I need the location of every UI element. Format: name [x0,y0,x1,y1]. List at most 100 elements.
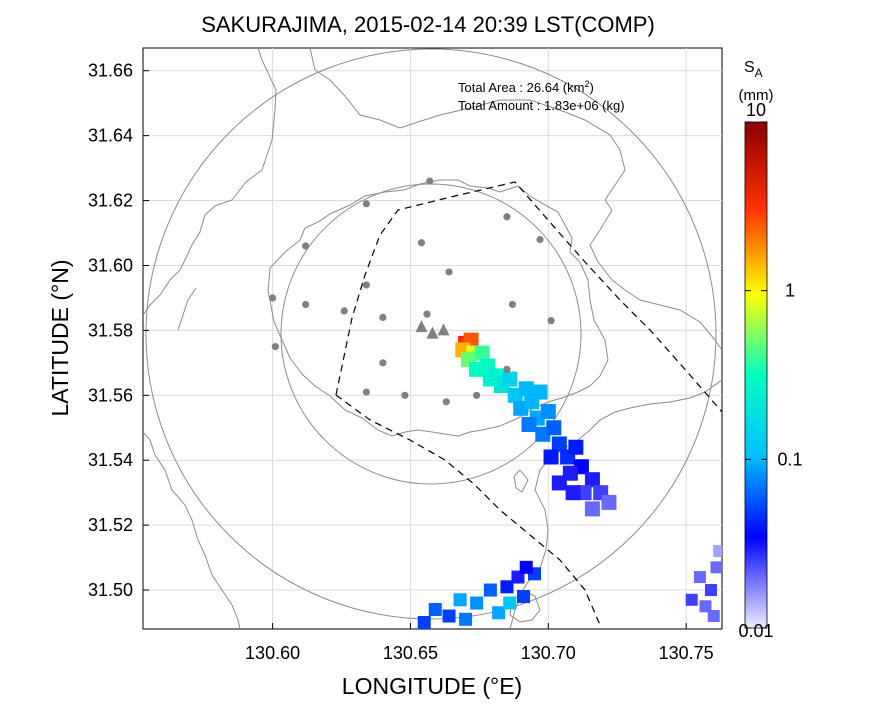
small-island-coast [513,469,529,493]
ash-cell-south [453,593,467,607]
range-circle-outer [145,48,717,620]
ash-cell-south [503,596,517,610]
ash-cell-plume [469,361,485,377]
station-dot [268,294,277,302]
ash-cell-south [442,609,456,623]
y-tick-label: 31.56 [88,385,133,405]
ash-cell-south [428,603,442,617]
colorbar-tick-label: 0.1 [777,449,802,469]
station-dot [508,300,517,309]
station-dot [426,177,434,185]
station-dot [362,200,370,208]
total-area-label: Total Area : 26.64 (km [458,80,584,95]
y-axis-label: LATITUDE (°N) [47,260,73,417]
station-dot [362,388,370,396]
total-area-text: Total Area : 26.64 (km2) [458,79,594,95]
area-unit-close: ) [589,80,593,95]
ash-cell-south [470,596,484,610]
east-ash-patch [685,545,722,623]
ash-cell-plume [543,449,559,465]
station-dot [302,242,310,250]
colorbar-label: SA [744,59,763,80]
x-tick-label: 130.65 [383,643,438,663]
ash-cell-south [483,583,497,597]
vent-triangle [415,320,428,333]
kagoshima-bay-east [309,48,722,351]
colorbar-tick-label: 10 [746,100,766,120]
ash-cell-east [685,593,698,606]
ash-cell-south [519,560,533,574]
y-tick-label: 31.50 [88,580,133,600]
satsuma-coastline-west [143,431,241,629]
colorbar-label-main: S [744,59,755,76]
ash-cell-east [704,584,717,597]
station-dot [536,235,544,244]
ash-cell-plume [551,475,567,491]
ash-cell-south [516,590,530,604]
ash-cell-plume [551,436,567,452]
y-tick-label: 31.66 [88,61,133,81]
ash-cell-south [459,612,473,626]
x-tick-label: 130.60 [245,643,300,663]
ash-plume [455,332,617,517]
colorbar-unit: (mm) [739,87,774,104]
station-dot [503,213,511,221]
y-tick-label: 31.58 [88,320,133,340]
area-unit-superscript: 2 [584,79,589,89]
colorbar: SA (mm) 10 1 0.1 0.01 [738,59,802,641]
station-dot [547,317,555,325]
map-plot-area[interactable]: Total Area : 26.64 (km2) Total Amount : … [142,47,725,630]
station-dot [473,391,481,399]
ash-cell-east [713,545,722,558]
x-tick-label: 130.75 [659,643,714,663]
ash-cell-plume [521,417,537,433]
south-ash-fan [417,560,542,629]
kirishima-coastline-north [143,48,277,316]
y-tick-label: 31.60 [88,255,133,275]
colorbar-tick-label: 1 [785,281,795,301]
station-dot [401,391,409,399]
ash-cell-plume [482,371,498,387]
y-tick-label: 31.52 [88,515,133,535]
colorbar-ticks: 10 1 0.1 0.01 [738,100,802,641]
x-tick-label: 130.70 [521,643,576,663]
y-axis-ticks: 31.66 31.64 31.62 31.60 31.58 31.56 31.54 31.52… [88,61,149,600]
west-segment [177,287,197,331]
station-dot [423,310,431,318]
station-dot [503,365,511,373]
ash-cell-east [710,561,722,574]
vent-triangle [426,326,439,339]
ash-cell-plume [540,404,556,420]
ash-cell-plume [584,501,600,517]
dashed-boundary-line [335,181,722,626]
ash-cell-plume [546,420,562,436]
station-dot [271,343,279,351]
station-dot [379,359,387,367]
y-tick-label: 31.54 [88,450,133,470]
vent-triangle [437,323,450,336]
station-dot [302,300,310,309]
observation-stations [268,177,555,406]
colorbar-tick-label: 0.01 [738,621,773,641]
colorbar-gradient [744,121,768,629]
ash-cell-plume [584,472,600,488]
figure-title: SAKURAJIMA, 2015-02-14 20:39 LST(COMP) [201,12,655,37]
volcano-vents [415,320,450,339]
ash-cell-plume [518,381,534,397]
station-dot [379,313,387,322]
station-dot [340,307,348,315]
ash-cell-south [500,580,514,594]
ash-cell-plume [474,345,490,361]
x-axis-ticks: 130.60 130.65 130.70 130.75 [245,623,714,663]
ash-cell-plume [568,439,584,455]
station-dot [362,281,370,289]
ash-cell-south [492,606,506,620]
ash-cell-plume [565,485,581,501]
station-dot [442,398,450,406]
y-tick-label: 31.62 [88,191,133,211]
ash-cell-east [707,610,720,623]
x-axis-label: LONGITUDE (°E) [342,673,522,699]
ash-cell-plume [532,384,548,400]
y-tick-label: 31.64 [88,126,133,146]
